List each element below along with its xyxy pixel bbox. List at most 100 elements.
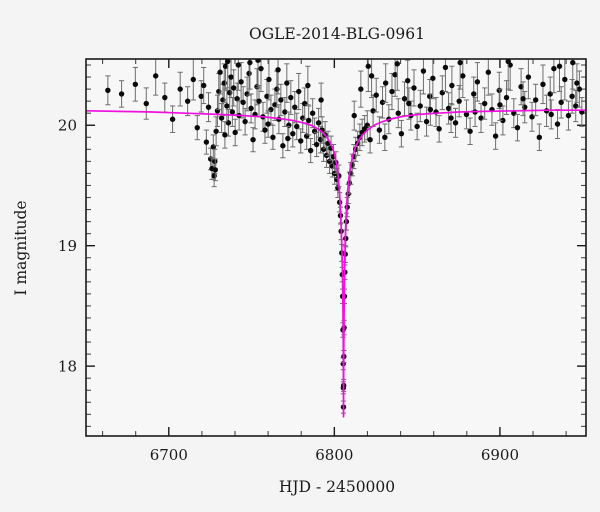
data-point — [358, 70, 364, 108]
data-marker — [205, 104, 212, 110]
data-point — [315, 107, 322, 138]
data-point — [153, 59, 159, 96]
data-point — [229, 97, 236, 127]
data-marker — [194, 124, 200, 131]
data-point — [270, 124, 276, 150]
data-marker — [296, 88, 302, 95]
data-marker — [224, 103, 230, 109]
y-tick-label: 20 — [58, 117, 77, 135]
data-marker — [184, 98, 191, 104]
data-point — [395, 98, 401, 129]
data-point — [452, 107, 459, 138]
data-point — [177, 71, 183, 107]
data-point — [562, 59, 568, 101]
data-marker — [389, 88, 395, 95]
plot-frame — [85, 58, 587, 437]
data-point — [184, 86, 191, 117]
data-marker — [376, 127, 383, 133]
data-marker — [225, 59, 231, 65]
data-point — [497, 88, 503, 121]
data-marker — [177, 86, 183, 92]
axis-ticks — [86, 59, 586, 436]
data-marker — [218, 115, 225, 121]
data-point — [247, 59, 253, 90]
data-marker — [292, 104, 298, 110]
data-marker — [514, 124, 521, 131]
data-marker — [551, 65, 557, 72]
data-marker — [398, 130, 405, 137]
data-point — [248, 93, 254, 124]
data-marker — [427, 93, 433, 100]
data-point — [569, 78, 575, 114]
data-point — [318, 82, 324, 118]
data-marker — [547, 91, 553, 97]
data-marker — [395, 110, 401, 116]
data-marker — [230, 85, 237, 91]
data-marker — [474, 79, 481, 85]
data-marker — [442, 64, 449, 71]
data-marker — [394, 61, 400, 67]
data-marker — [153, 73, 159, 79]
data-point — [222, 121, 228, 149]
data-marker — [569, 93, 575, 100]
data-point — [460, 59, 466, 99]
data-point — [132, 66, 139, 102]
data-point — [143, 87, 149, 120]
data-marker — [411, 85, 417, 91]
data-marker — [365, 63, 371, 69]
data-marker — [417, 103, 423, 109]
data-marker — [242, 118, 248, 125]
data-point — [217, 59, 223, 95]
data-point — [242, 107, 248, 136]
data-marker — [481, 100, 488, 107]
data-marker — [439, 90, 445, 96]
data-point — [313, 131, 320, 158]
data-marker — [457, 59, 463, 66]
data-marker — [285, 135, 291, 142]
data-point — [449, 65, 455, 106]
data-point — [427, 93, 434, 126]
data-marker — [570, 59, 576, 66]
data-point — [265, 110, 271, 138]
data-marker — [211, 173, 217, 179]
data-marker — [240, 99, 246, 106]
data-point — [367, 125, 373, 154]
data-marker — [238, 79, 244, 85]
data-point — [373, 77, 379, 113]
data-marker — [379, 99, 386, 106]
data-point — [423, 106, 430, 137]
data-marker — [406, 100, 412, 107]
data-marker — [264, 93, 270, 100]
data-point — [278, 83, 284, 117]
data-point — [205, 92, 212, 123]
data-marker — [288, 94, 294, 101]
data-point — [529, 101, 535, 132]
data-point — [294, 112, 300, 141]
data-marker — [262, 127, 268, 133]
data-marker — [392, 71, 398, 78]
data-point — [222, 59, 229, 90]
data-marker — [430, 75, 436, 81]
data-point — [201, 66, 207, 105]
data-marker — [460, 73, 466, 79]
data-marker — [222, 132, 228, 138]
data-marker — [212, 167, 219, 173]
data-marker — [284, 80, 290, 86]
x-tick-label: 6700 — [150, 446, 188, 464]
axis-labels: 6700 6800 6900 18 19 20 — [58, 117, 519, 464]
data-marker — [198, 93, 204, 100]
data-point — [225, 59, 231, 89]
data-point — [305, 65, 311, 106]
data-point — [365, 59, 371, 93]
data-marker — [540, 81, 546, 87]
data-marker — [574, 80, 580, 86]
data-marker — [210, 144, 217, 150]
data-marker — [286, 122, 292, 128]
data-marker — [554, 121, 561, 127]
data-marker — [573, 103, 579, 109]
data-marker — [548, 111, 554, 118]
data-marker — [463, 111, 470, 118]
data-marker — [132, 81, 139, 87]
